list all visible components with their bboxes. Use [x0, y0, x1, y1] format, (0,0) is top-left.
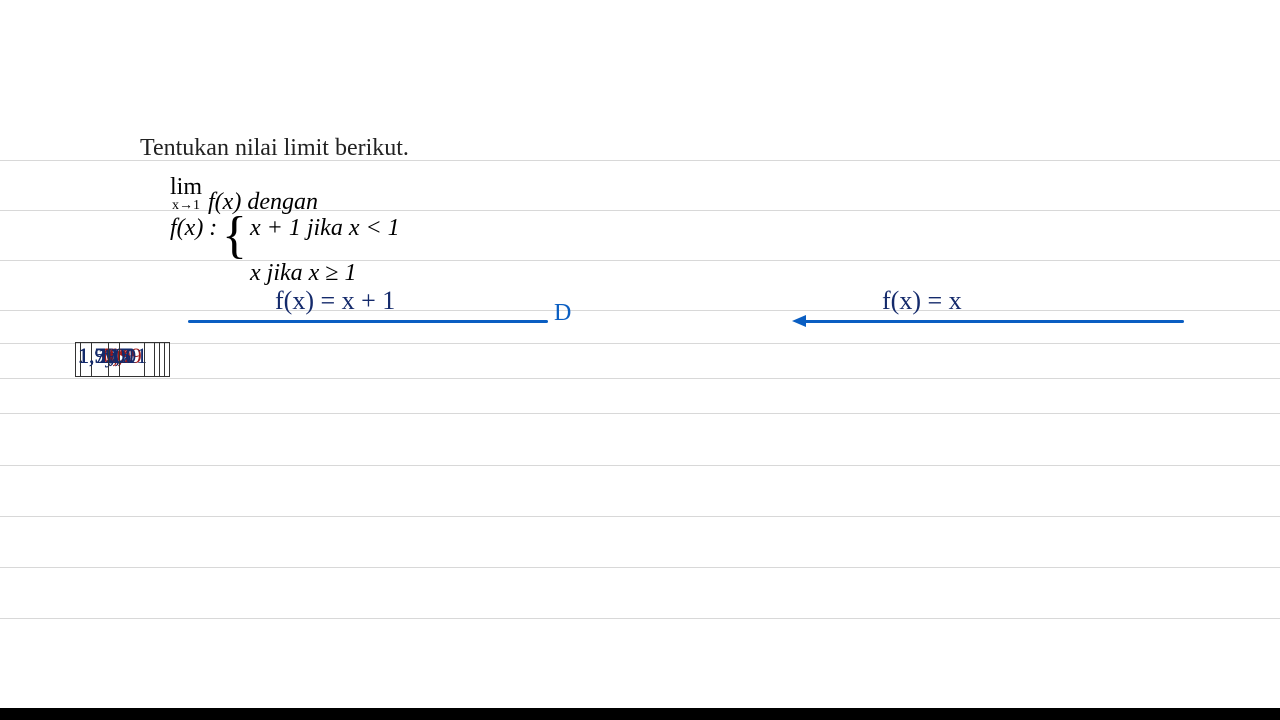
piecewise-case-2: x jika x ≥ 1	[250, 260, 356, 287]
piecewise-brace: {	[222, 210, 247, 262]
lim-label: lim	[170, 174, 202, 200]
piecewise-case-1: x + 1 jika x < 1	[250, 215, 400, 242]
black-bar	[0, 708, 1280, 720]
annotation-fx-right: f(x) = x	[882, 286, 962, 316]
problem-prompt: Tentukan nilai limit berikut.	[140, 135, 409, 162]
arrow-left	[188, 320, 548, 323]
ruled-paper-lines	[0, 0, 1280, 720]
arrow-right	[802, 320, 1184, 323]
table-y-cell: 1,7	[75, 342, 109, 377]
fx-label: f(x) :	[170, 215, 217, 242]
annotation-d: D	[554, 300, 571, 327]
annotation-fx-left: f(x) = x + 1	[275, 286, 395, 316]
lim-subscript: x→1	[170, 199, 202, 213]
